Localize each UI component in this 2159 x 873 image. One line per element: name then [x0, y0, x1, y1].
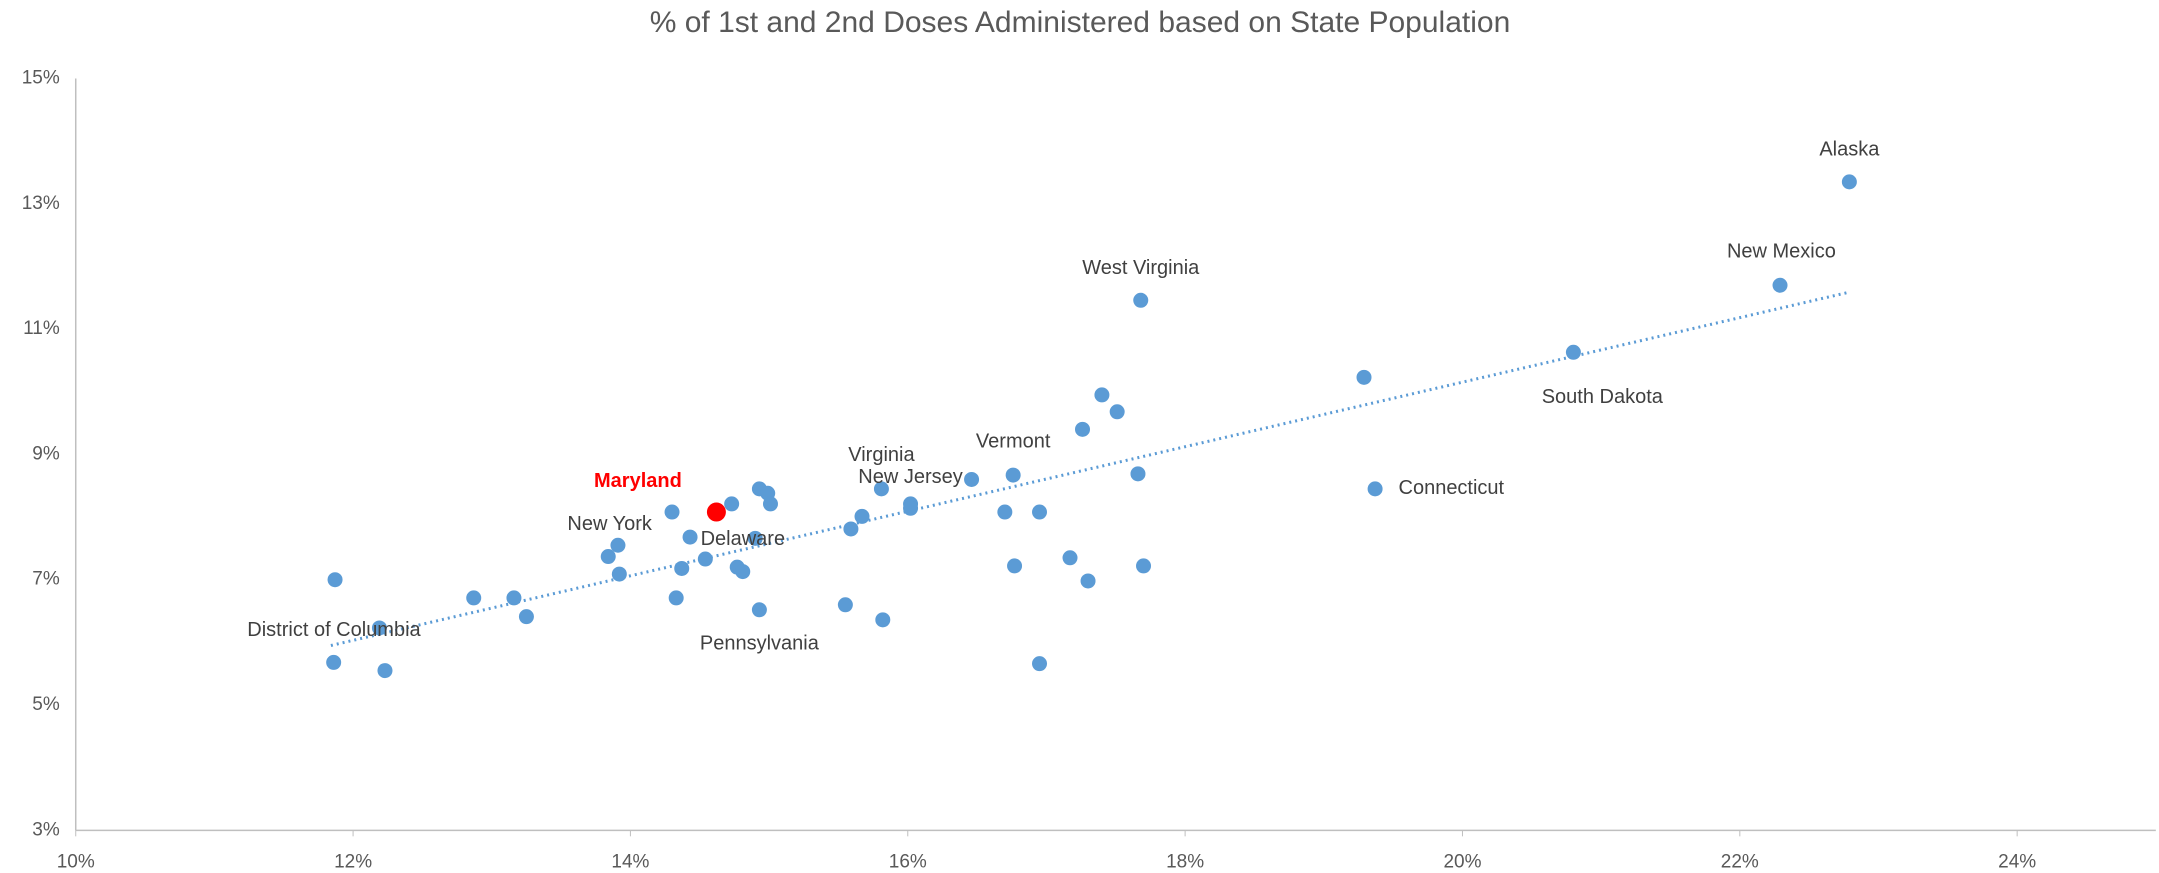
point [1094, 387, 1110, 403]
x-tick-label: 12% [334, 851, 372, 872]
point-label: District of Columbia [247, 619, 421, 641]
point [1565, 344, 1581, 360]
point [506, 590, 522, 606]
point [1032, 656, 1048, 672]
point [518, 609, 534, 625]
y-tick-label: 9% [32, 443, 60, 464]
point [843, 521, 859, 537]
point [611, 566, 627, 582]
point [1367, 481, 1383, 497]
point [1075, 421, 1091, 437]
point [326, 654, 342, 670]
x-tick-label: 24% [1998, 851, 2036, 872]
point [875, 612, 891, 628]
point [1130, 466, 1146, 482]
point-label: Pennsylvania [700, 632, 820, 654]
point [837, 597, 853, 613]
point [1080, 573, 1096, 589]
point-label: Delaware [701, 528, 785, 550]
point [1032, 504, 1048, 520]
point-label: Maryland [594, 470, 682, 492]
x-tick-label: 10% [57, 851, 95, 872]
point [735, 564, 751, 580]
point [1841, 174, 1857, 190]
point-label: West Virginia [1082, 257, 1200, 279]
trendline [330, 290, 1850, 647]
point [682, 529, 698, 545]
y-tick-label: 11% [23, 318, 60, 339]
x-tick-label: 22% [1721, 851, 1759, 872]
x-tick-label: 16% [889, 851, 927, 872]
point-label: Connecticut [1399, 477, 1505, 499]
point [1356, 369, 1372, 385]
x-tick-label: 18% [1166, 851, 1204, 872]
point [1005, 467, 1021, 483]
y-tick-label: 15% [22, 68, 60, 89]
chart-title: % of 1st and 2nd Doses Administered base… [650, 6, 1511, 39]
y-tick-label: 13% [22, 193, 60, 214]
point [697, 551, 713, 567]
y-tick-label: 3% [32, 819, 60, 840]
point [854, 508, 870, 524]
point [1062, 550, 1078, 566]
point [674, 560, 690, 576]
point [903, 500, 919, 516]
point [747, 530, 763, 546]
point [371, 620, 387, 636]
point [600, 549, 616, 565]
point-label: Alaska [1819, 138, 1880, 160]
point [1007, 558, 1023, 574]
point [327, 572, 343, 588]
x-tick-label: 14% [611, 851, 649, 872]
point [964, 471, 980, 487]
point [1136, 558, 1152, 574]
point [377, 663, 393, 679]
x-tick-label: 20% [1443, 851, 1481, 872]
y-tick-label: 5% [32, 694, 60, 715]
point-label: South Dakota [1542, 386, 1664, 408]
point [762, 496, 778, 512]
point-label: New Mexico [1727, 240, 1836, 262]
point [664, 504, 680, 520]
point [706, 502, 726, 522]
point [466, 590, 482, 606]
point [1133, 292, 1149, 308]
point [751, 602, 767, 618]
y-tick-label: 7% [32, 569, 60, 590]
point [997, 504, 1013, 520]
point [668, 590, 684, 606]
point [1772, 277, 1788, 293]
point-label: Virginia [848, 444, 915, 466]
point [1109, 404, 1125, 420]
point-label: Vermont [976, 430, 1051, 452]
point [724, 496, 740, 512]
point-label: New Jersey [858, 466, 962, 488]
point [610, 537, 626, 553]
point [873, 481, 889, 497]
point-label: New York [567, 513, 652, 535]
